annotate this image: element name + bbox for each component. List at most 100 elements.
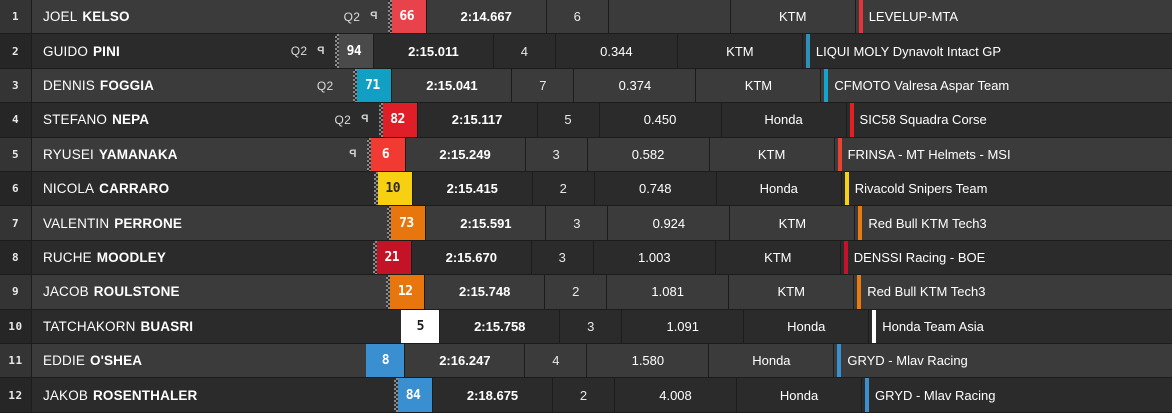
rider-number-badge: 66 — [387, 0, 426, 34]
rider-first-name: NICOLA — [43, 181, 95, 197]
table-row[interactable]: 5 RYUSEI YAMANAKA P 6 2:15.249 3 0.582 KTM FRINSA… — [0, 137, 1172, 173]
rider-number: 6 — [381, 146, 390, 162]
lap-count: 2 — [544, 275, 606, 309]
lap-count: 4 — [524, 344, 586, 378]
table-row[interactable]: 9 JACOB ROULSTONE 12 2:15.748 2 1.081 KTM Red Bu… — [0, 275, 1172, 310]
rider-last-name: ROULSTONE — [93, 284, 180, 300]
gap-to-leader: 0.344 — [554, 34, 677, 68]
table-row[interactable]: 3 DENNIS FOGGIA Q2 71 2:15.041 7 0.374 KTM CFMOTO… — [0, 68, 1172, 104]
rider-first-name: RUCHE — [43, 250, 92, 266]
constructor-name: KTM — [729, 206, 854, 240]
rider-first-name: JOEL — [43, 9, 78, 25]
constructor-name: KTM — [728, 275, 853, 309]
rider-last-name: O'SHEA — [90, 353, 143, 369]
rider-first-name: RYUSEI — [43, 146, 94, 162]
team-name-cell[interactable]: Rivacold Snipers Team — [840, 172, 1172, 206]
team-color-bar — [857, 275, 862, 309]
table-row[interactable]: 11 EDDIE O'SHEA 8 2:16.247 4 1.580 Honda GRYD - … — [0, 344, 1172, 379]
rider-first-name: DENNIS — [43, 78, 95, 94]
table-row[interactable]: 1 JOEL KELSO Q2 P 66 2:14.667 6 KTM LEVELUP-MTA — [0, 0, 1172, 35]
gap-to-leader: 1.081 — [606, 275, 728, 309]
rider-position: 11 — [0, 344, 31, 378]
team-name-cell[interactable]: FRINSA - MT Helmets - MSI — [833, 137, 1172, 172]
constructor-name: Honda — [715, 172, 841, 206]
lap-count: 3 — [524, 137, 587, 172]
table-row[interactable]: 12 JAKOB ROSENTHALER 84 2:18.675 2 4.008 Honda G… — [0, 378, 1172, 413]
rider-name[interactable]: JACOB ROULSTONE — [31, 275, 386, 309]
rider-position: 3 — [0, 68, 31, 103]
team-color-bar — [824, 68, 829, 103]
rider-number: 84 — [405, 387, 421, 403]
rider-first-name: JAKOB — [43, 387, 89, 403]
rider-number-badge: 10 — [373, 172, 412, 206]
rider-number: 12 — [397, 284, 413, 300]
rider-name[interactable]: TATCHAKORN BUASRI — [31, 309, 401, 344]
rider-number-badge: 82 — [378, 103, 417, 137]
table-row[interactable]: 10 TATCHAKORN BUASRI 5 2:15.758 3 1.091 Honda Ho… — [0, 309, 1172, 345]
q2-badge: Q2 — [343, 9, 361, 24]
rider-name[interactable]: EDDIE O'SHEA — [31, 344, 366, 378]
team-color-bar — [858, 206, 863, 240]
team-name-cell[interactable]: Red Bull KTM Tech3 — [853, 275, 1172, 309]
pit-lane-icon: P — [317, 44, 325, 57]
team-name-cell[interactable]: GRYD - Mlav Racing — [833, 344, 1172, 378]
team-name-cell[interactable]: LIQUI MOLY Dynavolt Intact GP — [801, 34, 1172, 68]
gap-to-leader: 0.450 — [598, 103, 721, 137]
team-color-bar — [872, 309, 877, 344]
team-name-cell[interactable]: Red Bull KTM Tech3 — [854, 206, 1172, 240]
table-row[interactable]: 6 NICOLA CARRARO 10 2:15.415 2 0.748 Honda Rivac… — [0, 172, 1172, 207]
table-row[interactable]: 2 GUIDO PINI Q2 P 94 2:15.011 4 0.344 KTM LIQUI MO… — [0, 34, 1172, 69]
rider-first-name: JACOB — [43, 284, 89, 300]
team-name-cell[interactable]: SIC58 Squadra Corse — [845, 103, 1172, 137]
rider-name[interactable]: JAKOB ROSENTHALER — [31, 378, 394, 412]
q2-badge: Q2 — [290, 44, 308, 59]
session-flags: Q2 P — [149, 113, 378, 127]
gap-to-leader: 1.003 — [592, 240, 715, 275]
team-name-cell[interactable]: DENSSI Racing - BOE — [839, 240, 1172, 275]
rider-name[interactable]: DENNIS FOGGIA Q2 — [31, 68, 353, 103]
rider-position: 12 — [0, 378, 31, 412]
constructor-name: KTM — [695, 68, 820, 103]
rider-name[interactable]: RYUSEI YAMANAKA P — [31, 137, 367, 172]
rider-number-badge: 71 — [353, 68, 392, 103]
rider-name[interactable]: STEFANO NEPA Q2 P — [31, 103, 379, 137]
team-name-cell[interactable]: LEVELUP-MTA — [854, 0, 1172, 34]
rider-name[interactable]: NICOLA CARRARO — [31, 172, 374, 206]
rider-name[interactable]: RUCHE MOODLEY — [31, 240, 373, 275]
rider-name[interactable]: GUIDO PINI Q2 P — [31, 34, 335, 68]
team-name: DENSSI Racing - BOE — [853, 250, 986, 266]
team-name-cell[interactable]: GRYD - Mlav Racing — [861, 378, 1172, 412]
rider-number: 71 — [365, 78, 380, 94]
table-row[interactable]: 4 STEFANO NEPA Q2 P 82 2:15.117 5 0.450 Honda SIC5… — [0, 103, 1172, 138]
constructor-name: Honda — [720, 103, 846, 137]
pit-lane-icon: P — [361, 113, 369, 126]
checkered-marker-icon — [378, 103, 383, 137]
lap-count: 7 — [511, 68, 573, 103]
table-row[interactable]: 8 RUCHE MOODLEY 21 2:15.670 3 1.003 KTM DENSSI R… — [0, 240, 1172, 276]
rider-number: 10 — [385, 181, 401, 197]
constructor-name: Honda — [743, 309, 868, 344]
checkered-marker-icon — [387, 206, 392, 240]
team-name: FRINSA - MT Helmets - MSI — [847, 146, 1011, 162]
team-name-cell[interactable]: Honda Team Asia — [868, 309, 1172, 344]
lap-count: 4 — [492, 34, 555, 68]
team-name: Honda Team Asia — [882, 318, 984, 334]
rider-position: 9 — [0, 275, 31, 309]
rider-number: 82 — [390, 112, 405, 128]
gap-to-leader: 1.091 — [621, 309, 743, 344]
team-name-cell[interactable]: CFMOTO Valresa Aspar Team — [820, 68, 1172, 103]
rider-last-name: KELSO — [82, 9, 130, 25]
session-flags: Q2 P — [120, 44, 335, 58]
lap-count: 3 — [530, 240, 593, 275]
rider-number-badge: 6 — [366, 137, 405, 172]
best-lap-time: 2:15.011 — [372, 34, 493, 68]
table-row[interactable]: 7 VALENTIN PERRONE 73 2:15.591 3 0.924 KTM Red B… — [0, 206, 1172, 241]
best-lap-time: 2:15.415 — [411, 172, 532, 206]
rider-last-name: CARRARO — [99, 181, 170, 197]
rider-name[interactable]: VALENTIN PERRONE — [31, 206, 387, 240]
rider-position: 1 — [0, 0, 31, 34]
gap-to-leader: 0.374 — [573, 68, 695, 103]
rider-name[interactable]: JOEL KELSO Q2 P — [31, 0, 388, 34]
constructor-name: Honda — [736, 378, 861, 412]
